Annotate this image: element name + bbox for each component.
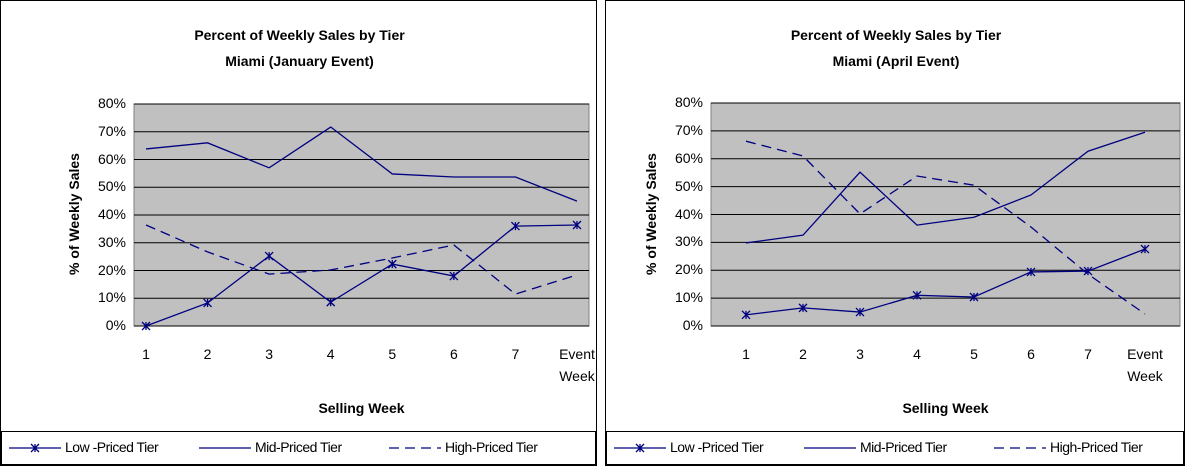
- point-marker: [912, 290, 922, 300]
- y-tick-label: 80%: [97, 95, 126, 111]
- x-tick-label: 7: [1084, 346, 1092, 362]
- y-axis-label: % of Weekly Sales: [643, 152, 659, 275]
- y-tick-label: 60%: [674, 149, 703, 166]
- series-line: [745, 131, 1146, 244]
- chart-panel: Percent of Weekly Sales by Tier Miami (Ap…: [605, 0, 1185, 466]
- y-tick-label: 10%: [97, 289, 126, 306]
- y-tick-label: 60%: [97, 150, 126, 167]
- point-marker: [449, 271, 459, 281]
- y-tick-label: 50%: [97, 178, 126, 195]
- legend-marker: [30, 443, 40, 453]
- point-marker: [141, 321, 151, 331]
- legend-label: High-Priced Tier: [445, 439, 538, 455]
- x-tick-label: 5: [388, 346, 397, 362]
- legend-label: Mid-Priced Tier: [255, 439, 342, 455]
- x-tick-label: Event Week: [1127, 346, 1163, 384]
- y-tick-label: 30%: [97, 233, 126, 250]
- x-tick-label: Event Week: [559, 346, 595, 384]
- x-tick-label: 2: [203, 346, 212, 362]
- legend-label: Low -Priced Tier: [670, 439, 764, 455]
- y-tick-label: 30%: [674, 233, 703, 250]
- point-marker: [572, 220, 582, 230]
- y-tick-label: 20%: [97, 261, 126, 278]
- chart-title: Percent of Weekly Sales by Tier: [194, 27, 405, 43]
- x-tick-label: 4: [913, 346, 921, 362]
- point-marker: [264, 251, 274, 261]
- chart-subtitle: Miami (January Event): [225, 53, 374, 69]
- legend-label: Mid-Priced Tier: [860, 439, 947, 455]
- x-tick-label: 2: [799, 346, 807, 362]
- chart-subtitle: Miami (April Event): [832, 53, 960, 69]
- y-tick-label: 10%: [674, 289, 703, 306]
- point-marker: [326, 297, 336, 307]
- x-tick-label: 3: [856, 346, 864, 362]
- x-tick-label: 4: [326, 346, 335, 362]
- series-line: [745, 140, 1146, 315]
- legend-label: High-Priced Tier: [1050, 439, 1143, 455]
- x-tick-label: 1: [742, 346, 750, 362]
- x-tick-label: 6: [1027, 346, 1035, 362]
- y-tick-label: 40%: [674, 205, 703, 222]
- y-tick-label: 0%: [682, 317, 703, 333]
- legend-label: Low -Priced Tier: [65, 439, 159, 455]
- point-marker: [855, 307, 865, 317]
- chart: [606, 102, 1184, 465]
- series-line: [145, 126, 578, 202]
- point-marker: [1140, 244, 1150, 254]
- y-tick-label: 20%: [674, 261, 703, 278]
- point-marker: [387, 259, 397, 269]
- series-line: [145, 224, 578, 327]
- x-tick-label: 6: [449, 346, 458, 362]
- chart-title: Percent of Weekly Sales by Tier: [790, 27, 1002, 43]
- series-line: [145, 224, 578, 295]
- y-axis-label: % of Weekly Sales: [66, 153, 82, 275]
- x-axis-label: Selling Week: [902, 400, 989, 416]
- chart: [1, 103, 596, 465]
- y-tick-label: 40%: [97, 206, 126, 222]
- x-tick-label: 5: [970, 346, 978, 362]
- legend-box: [606, 431, 1184, 465]
- y-tick-label: 0%: [105, 317, 126, 333]
- y-tick-label: 80%: [674, 94, 703, 110]
- y-tick-label: 50%: [674, 177, 703, 194]
- point-marker: [1083, 266, 1093, 276]
- legend-marker: [635, 443, 645, 453]
- point-marker: [510, 221, 520, 231]
- point-marker: [969, 292, 979, 302]
- chart-panel: Percent of Weekly Sales by Tier Miami (Ja…: [0, 0, 597, 466]
- point-marker: [798, 303, 808, 313]
- y-tick-label: 70%: [674, 121, 703, 138]
- x-tick-label: 3: [265, 346, 274, 362]
- point-marker: [203, 298, 213, 308]
- x-tick-label: 1: [142, 346, 150, 362]
- y-tick-label: 70%: [97, 122, 126, 139]
- legend-box: [1, 431, 596, 465]
- series-line: [745, 248, 1146, 316]
- x-tick-label: 7: [511, 346, 520, 362]
- point-marker: [741, 310, 751, 320]
- x-axis-label: Selling Week: [318, 400, 405, 416]
- point-marker: [1026, 267, 1036, 277]
